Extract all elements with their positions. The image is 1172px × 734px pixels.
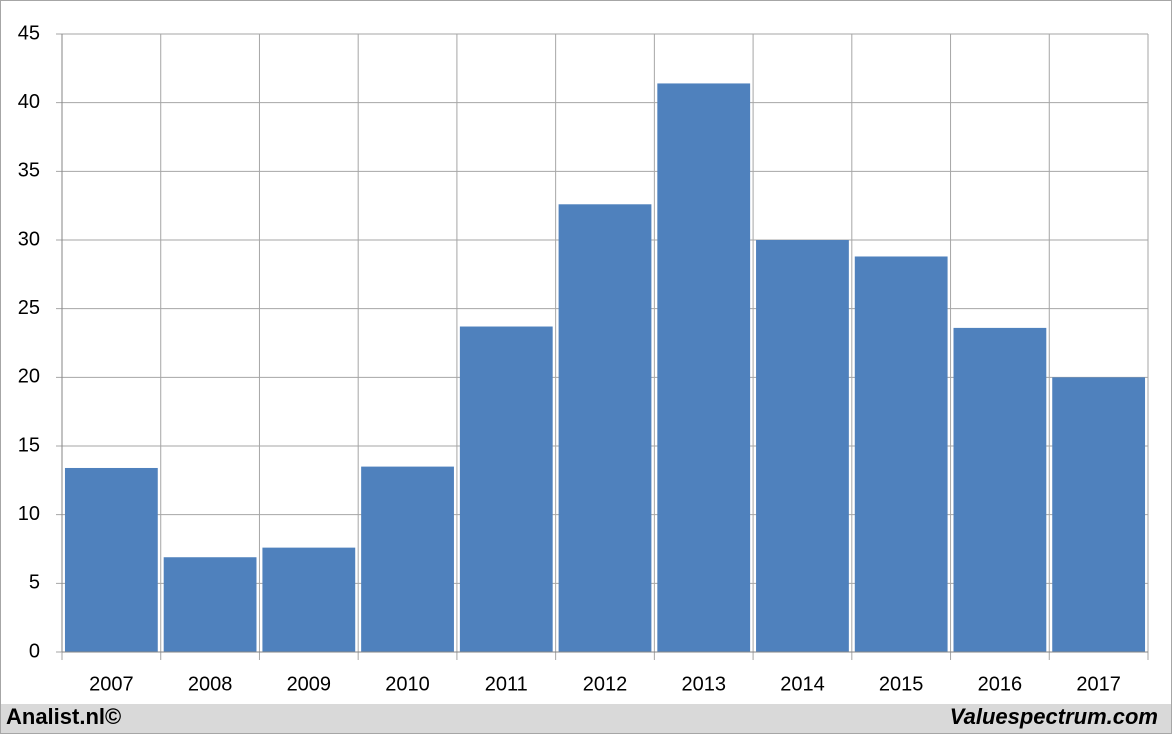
y-tick-label: 35 xyxy=(18,160,40,182)
y-tick-label: 45 xyxy=(18,22,40,44)
x-tick-label: 2013 xyxy=(681,673,726,695)
y-tick-label: 10 xyxy=(18,503,40,525)
bar xyxy=(657,83,751,652)
bar xyxy=(558,204,652,652)
y-tick-label: 40 xyxy=(18,91,40,113)
x-tick-label: 2010 xyxy=(385,673,430,695)
bar xyxy=(64,467,158,652)
x-tick-label: 2016 xyxy=(978,673,1023,695)
x-tick-label: 2014 xyxy=(780,673,825,695)
x-tick-label: 2007 xyxy=(89,673,134,695)
footer-bar xyxy=(1,704,1171,733)
bar xyxy=(756,240,849,652)
bar xyxy=(163,557,257,652)
y-tick-label: 30 xyxy=(18,228,40,250)
bar xyxy=(361,466,454,652)
y-tick-label: 20 xyxy=(18,366,40,388)
y-tick-label: 15 xyxy=(18,434,40,456)
y-tick-label: 0 xyxy=(29,640,40,662)
x-tick-label: 2008 xyxy=(188,673,233,695)
x-tick-label: 2015 xyxy=(879,673,924,695)
x-tick-label: 2011 xyxy=(485,673,528,695)
bar xyxy=(262,547,356,652)
bar xyxy=(459,326,553,652)
footer-right: Valuespectrum.com xyxy=(950,704,1158,729)
bar xyxy=(854,256,948,652)
y-tick-label: 5 xyxy=(29,572,40,594)
x-tick-label: 2012 xyxy=(583,673,628,695)
footer-left: Analist.nl© xyxy=(6,704,121,729)
bar xyxy=(1052,377,1146,652)
bar xyxy=(953,327,1047,652)
y-tick-label: 25 xyxy=(18,297,40,319)
x-tick-label: 2009 xyxy=(287,673,332,695)
x-tick-label: 2017 xyxy=(1076,673,1121,695)
